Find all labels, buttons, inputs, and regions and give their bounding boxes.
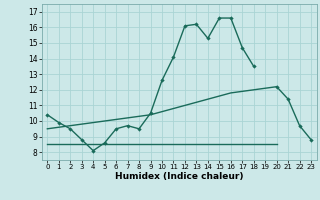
X-axis label: Humidex (Indice chaleur): Humidex (Indice chaleur) bbox=[115, 172, 244, 181]
